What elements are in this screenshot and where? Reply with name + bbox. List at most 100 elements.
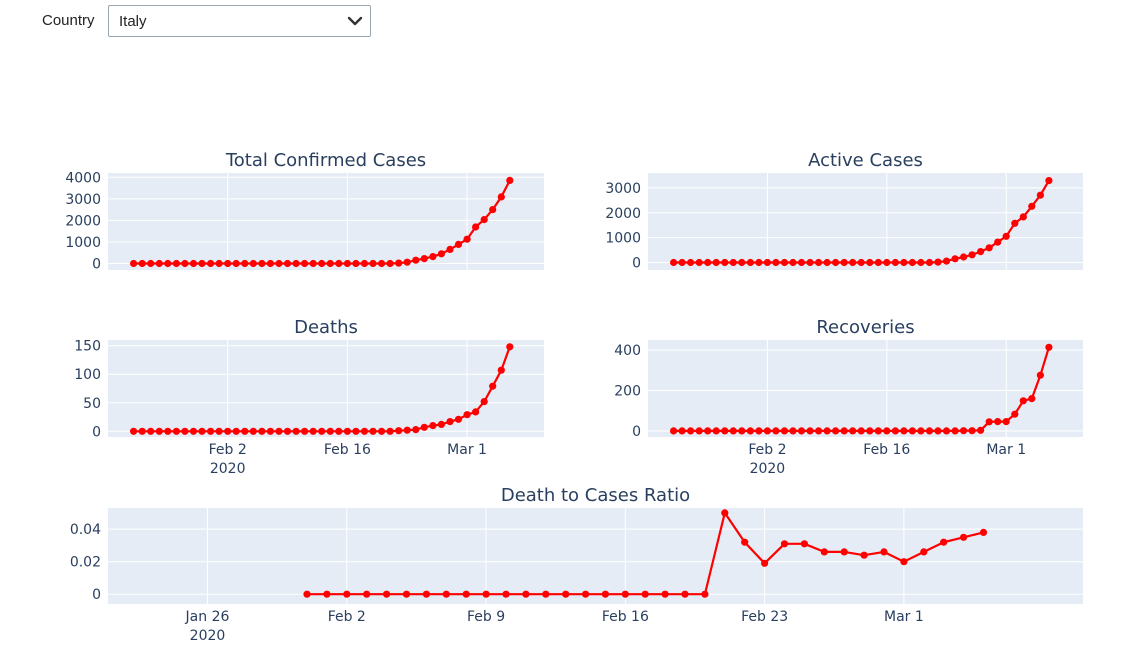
data-point (942, 257, 951, 265)
data-point (164, 259, 172, 268)
data-point (138, 259, 146, 268)
data-point (840, 548, 848, 556)
data-point (386, 259, 394, 268)
data-point (857, 427, 865, 435)
data-point (489, 206, 497, 214)
data-point (968, 251, 976, 259)
y-tick-label: 3000 (65, 192, 101, 208)
data-point (198, 427, 206, 435)
data-point (442, 590, 450, 598)
data-point (249, 427, 257, 435)
data-point (789, 427, 797, 435)
x-tick-label: Mar 1 (447, 442, 487, 458)
chart-confirmed: 0 1000 2000 3000 4000 Total Confirmed Cases (65, 150, 544, 273)
y-tick-label: 3000 (605, 181, 641, 197)
data-point (1002, 418, 1010, 426)
data-point (883, 427, 891, 435)
chart-title: Total Confirmed Cases (225, 150, 426, 171)
data-point (1045, 343, 1053, 351)
data-point (482, 590, 490, 598)
y-tick-label: 100 (74, 367, 101, 383)
data-point (147, 259, 155, 268)
data-point (763, 258, 772, 267)
data-point (1036, 371, 1044, 379)
data-point (866, 427, 874, 435)
data-point (951, 427, 959, 435)
data-point (960, 533, 968, 541)
x-tick-label: Feb 16 (863, 442, 910, 458)
data-point (215, 259, 223, 268)
data-point (343, 590, 351, 598)
data-point (934, 427, 942, 435)
data-point (386, 427, 394, 435)
data-point (917, 258, 925, 267)
data-point (670, 427, 678, 435)
data-point (224, 259, 232, 268)
data-point (880, 548, 888, 556)
data-point (994, 418, 1002, 426)
data-point (429, 422, 437, 430)
data-point (369, 259, 377, 268)
data-point (403, 258, 411, 266)
x-tick-label: Feb 2 (748, 442, 786, 458)
data-point (395, 259, 403, 267)
data-point (446, 245, 454, 253)
data-point (472, 223, 480, 231)
data-point (1011, 219, 1019, 227)
data-point (323, 590, 331, 598)
data-point (241, 427, 249, 435)
x-tick-label: Feb 23 (741, 609, 788, 625)
data-point (275, 259, 283, 268)
data-point (266, 259, 274, 268)
plot-area (108, 173, 544, 270)
data-point (840, 258, 848, 267)
data-point (721, 427, 729, 435)
data-point (951, 255, 959, 263)
data-point (755, 258, 763, 267)
data-point (309, 259, 317, 268)
data-point (741, 538, 749, 546)
data-point (181, 259, 189, 268)
data-point (360, 427, 369, 435)
data-point (763, 427, 772, 435)
data-point (968, 427, 976, 435)
data-point (979, 528, 988, 537)
data-point (335, 259, 343, 268)
data-point (917, 427, 925, 435)
data-point (130, 427, 138, 435)
data-point (502, 590, 510, 598)
data-point (780, 258, 789, 267)
data-point (138, 427, 146, 435)
data-point (678, 427, 686, 435)
data-point (172, 259, 180, 268)
chart-title: Deaths (294, 317, 358, 338)
data-point (695, 258, 703, 267)
data-point (661, 590, 669, 598)
y-tick-label: 1000 (605, 231, 641, 247)
data-point (800, 540, 809, 548)
data-point (621, 590, 629, 598)
data-point (292, 427, 300, 435)
chevron-down-icon (347, 16, 363, 26)
data-point (369, 427, 377, 435)
data-point (687, 427, 695, 435)
data-point (378, 259, 386, 268)
data-point (994, 238, 1002, 246)
data-point (641, 590, 649, 598)
data-point (437, 420, 445, 428)
y-tick-label: 0 (92, 424, 101, 440)
data-point (1011, 410, 1019, 418)
data-point (207, 427, 215, 435)
plot-area (648, 173, 1083, 270)
data-point (472, 408, 480, 416)
chart-deaths: Feb 2 2020 Feb 16 Mar 1 0 50 100 150 Deaths (74, 317, 544, 477)
data-point (823, 427, 831, 435)
data-point (241, 259, 249, 268)
data-point (155, 259, 163, 268)
data-point (429, 253, 437, 261)
y-tick-label: 2000 (605, 206, 641, 222)
data-point (363, 590, 371, 598)
y-tick-label: 1000 (65, 235, 101, 251)
country-dropdown[interactable]: Italy (108, 5, 371, 37)
data-point (326, 427, 334, 435)
